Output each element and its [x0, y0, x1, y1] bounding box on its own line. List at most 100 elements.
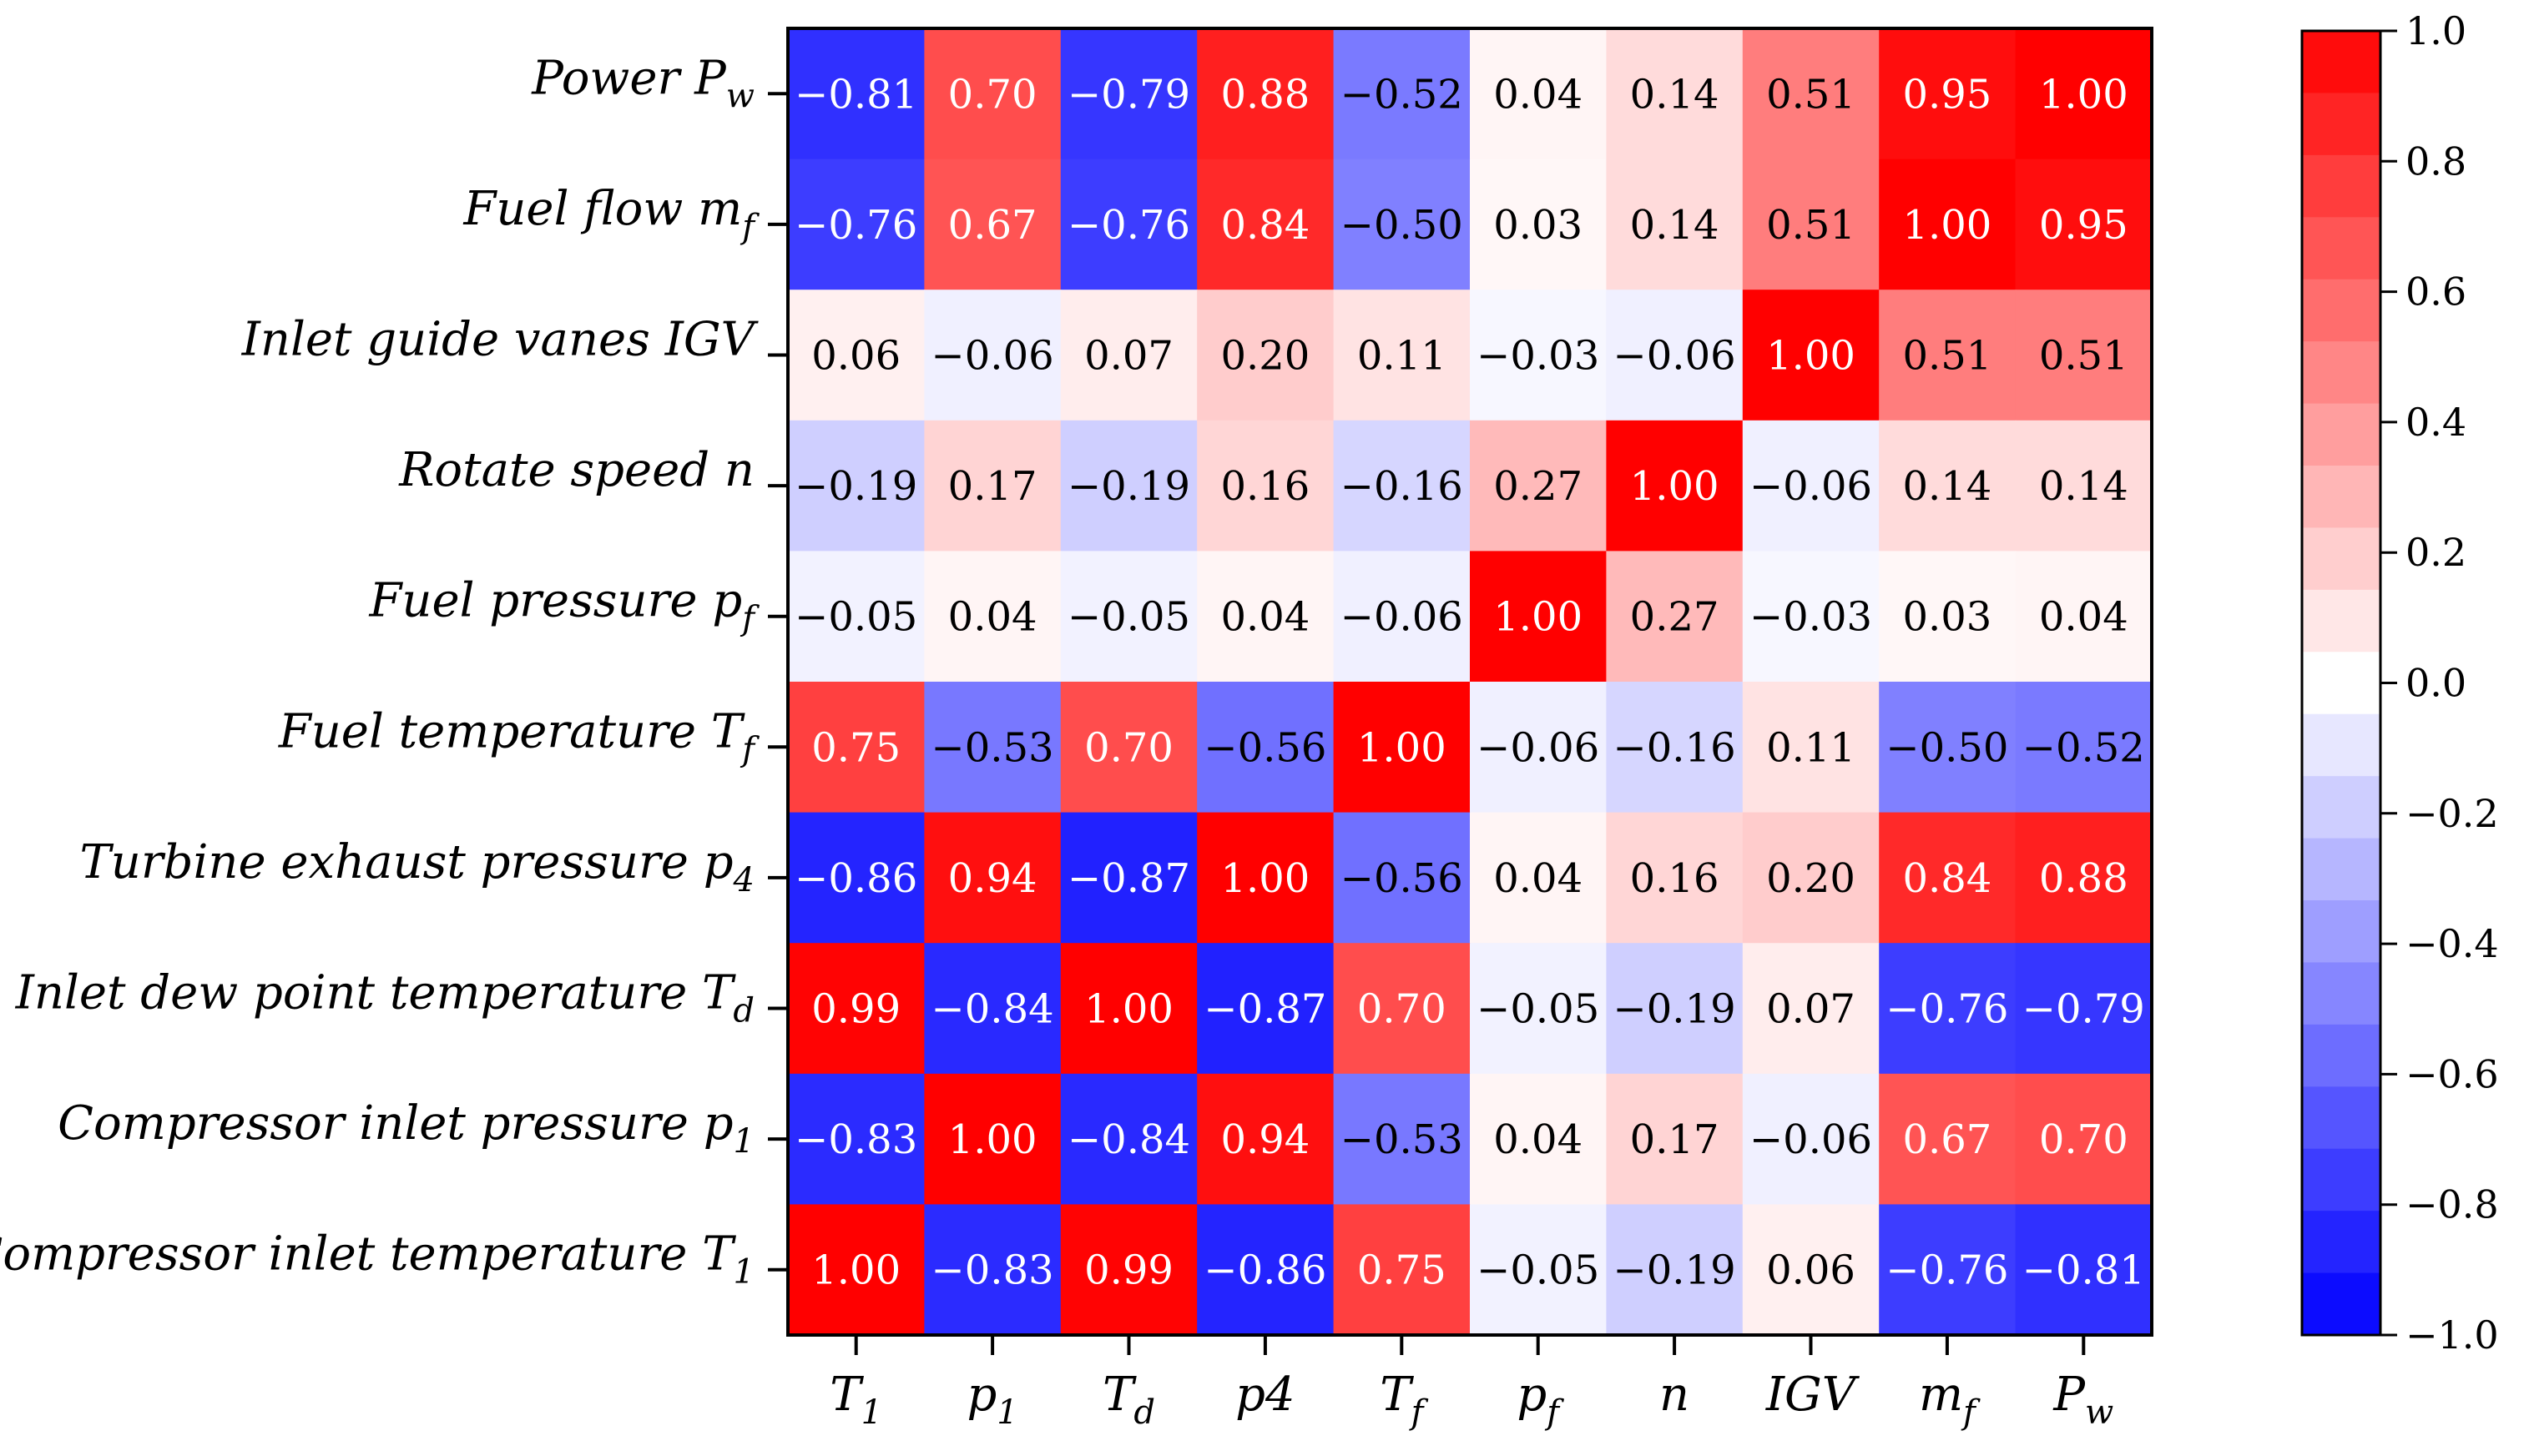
cell-value-label: −0.06 — [1749, 463, 1872, 510]
cell-value-label: 0.70 — [948, 71, 1037, 118]
colorbar-tick-label: −0.8 — [2405, 1182, 2499, 1227]
heatmap-cell — [1742, 420, 1880, 552]
cell-value-label: 0.17 — [1630, 1116, 1719, 1163]
cell-value-label: −0.56 — [1340, 855, 1463, 902]
cell-value-label: −0.03 — [1749, 594, 1872, 641]
cell-value-label: −0.06 — [1340, 594, 1463, 641]
heatmap-cell — [1197, 28, 1335, 160]
cell-value-label: −0.05 — [1477, 1247, 1599, 1294]
colorbar-segment — [2302, 1024, 2380, 1088]
cell-value-label: 0.04 — [2039, 594, 2128, 641]
cell-value-label: 0.07 — [1084, 333, 1174, 380]
heatmap-cell — [1333, 28, 1471, 160]
heatmap-cell — [1742, 28, 1880, 160]
cell-value-label: 0.04 — [1493, 855, 1583, 902]
colorbar-tick-label: 0.8 — [2405, 139, 2466, 184]
heatmap-cell — [1879, 28, 2017, 160]
cell-value-label: −0.86 — [1204, 1247, 1326, 1294]
x-tick-label: mf — [1919, 1368, 1981, 1432]
colorbar-segment — [2302, 93, 2380, 156]
cell-value-label: 0.04 — [1493, 71, 1583, 118]
heatmap-cell — [1470, 1204, 1607, 1336]
cell-value-label: 0.20 — [1766, 855, 1855, 902]
colorbar-segment — [2302, 154, 2380, 219]
heatmap-cell — [1470, 682, 1607, 814]
cell-value-label: −0.19 — [1613, 1247, 1736, 1294]
y-tick-label: Compressor inlet temperature T1 — [0, 1227, 755, 1292]
x-axis: T1 p1 Td p4 Tf pf n IGV mf Pw — [830, 1335, 2113, 1432]
cell-value-label: −0.19 — [1613, 986, 1736, 1033]
cell-value-label: −0.84 — [931, 986, 1054, 1033]
cell-value-label: 1.00 — [948, 1116, 1037, 1163]
cell-value-label: 0.14 — [2039, 463, 2128, 510]
heatmap-cell — [788, 812, 925, 944]
y-tick-label: Inlet dew point temperature Td — [15, 966, 755, 1030]
cell-value-label: 0.67 — [1902, 1116, 1991, 1163]
heatmap-cell — [1742, 682, 1880, 814]
heatmap-cell — [1060, 812, 1198, 944]
heatmap-cell — [1742, 943, 1880, 1075]
colorbar-tick-label: −0.2 — [2405, 791, 2499, 836]
heatmap-cell — [1197, 812, 1335, 944]
heatmap-cell — [1333, 682, 1471, 814]
colorbar-segment — [2302, 652, 2380, 715]
cell-value-label: 0.75 — [1357, 1247, 1446, 1294]
heatmap-cell — [1333, 1204, 1471, 1336]
cell-value-label: −0.05 — [795, 594, 917, 641]
heatmap-cell — [1742, 159, 1880, 290]
colorbar-segment — [2302, 527, 2380, 591]
heatmap-cell — [1606, 1204, 1744, 1336]
heatmap-cell — [1606, 290, 1744, 421]
heatmap-cell — [788, 682, 925, 814]
colorbar-segment — [2302, 900, 2380, 964]
heatmap-cell — [1197, 290, 1335, 421]
y-tick-label: Fuel flow mf — [463, 182, 760, 246]
heatmap-cell — [2015, 1073, 2153, 1205]
heatmap-cell — [1470, 943, 1607, 1075]
colorbar-segment — [2302, 776, 2380, 839]
x-tick-label: Tf — [1380, 1368, 1428, 1432]
colorbar-tick-label: 0.4 — [2405, 400, 2466, 445]
heatmap-cell — [1606, 812, 1744, 944]
heatmap-cell — [924, 159, 1062, 290]
colorbar-segment — [2302, 962, 2380, 1025]
cell-value-label: −0.03 — [1477, 333, 1599, 380]
heatmap-cell — [2015, 290, 2153, 421]
cell-value-label: 0.84 — [1902, 855, 1991, 902]
heatmap-cell — [2015, 943, 2153, 1075]
colorbar-segment — [2302, 1211, 2380, 1274]
cell-value-label: −0.53 — [931, 724, 1054, 771]
heatmap-cell — [1060, 682, 1198, 814]
cell-value-label: −0.53 — [1340, 1116, 1463, 1163]
heatmap-cell — [1606, 159, 1744, 290]
heatmap-cell — [1333, 290, 1471, 421]
cell-value-label: 1.00 — [1357, 724, 1446, 771]
heatmap-cell — [2015, 682, 2153, 814]
heatmap-cell — [1879, 1204, 2017, 1336]
cell-value-label: −0.87 — [1068, 855, 1190, 902]
heatmap-cell — [1197, 159, 1335, 290]
colorbar-segment — [2302, 1148, 2380, 1212]
colorbar-tick-label: 0.6 — [2405, 270, 2466, 315]
cell-value-label: 0.03 — [1902, 594, 1991, 641]
colorbar-segment — [2302, 466, 2380, 529]
y-tick-label: Inlet guide vanes IGV — [241, 313, 760, 367]
cell-value-label: −0.79 — [2022, 986, 2145, 1033]
cell-value-label: 0.95 — [1902, 71, 1991, 118]
cell-value-label: 1.00 — [1493, 594, 1583, 641]
cell-value-label: 0.75 — [811, 724, 901, 771]
cell-value-label: −0.76 — [1885, 986, 2008, 1033]
cell-value-label: 0.99 — [1084, 1247, 1174, 1294]
heatmap-cell — [2015, 812, 2153, 944]
heatmap-cell — [924, 682, 1062, 814]
cell-value-label: 0.07 — [1766, 986, 1855, 1033]
heatmap-cells: −0.81 0.70 −0.79 0.88 −0.52 0.04 0.14 0.51 0.95 1… — [788, 28, 2153, 1336]
heatmap-cell — [924, 551, 1062, 683]
heatmap-cell — [924, 290, 1062, 421]
heatmap-cell — [788, 28, 925, 160]
cell-value-label: −0.19 — [1068, 463, 1190, 510]
cell-value-label: 0.84 — [1220, 202, 1310, 249]
heatmap-cell — [1060, 551, 1198, 683]
cell-value-label: 1.00 — [1766, 333, 1855, 380]
heatmap-cell — [1742, 551, 1880, 683]
